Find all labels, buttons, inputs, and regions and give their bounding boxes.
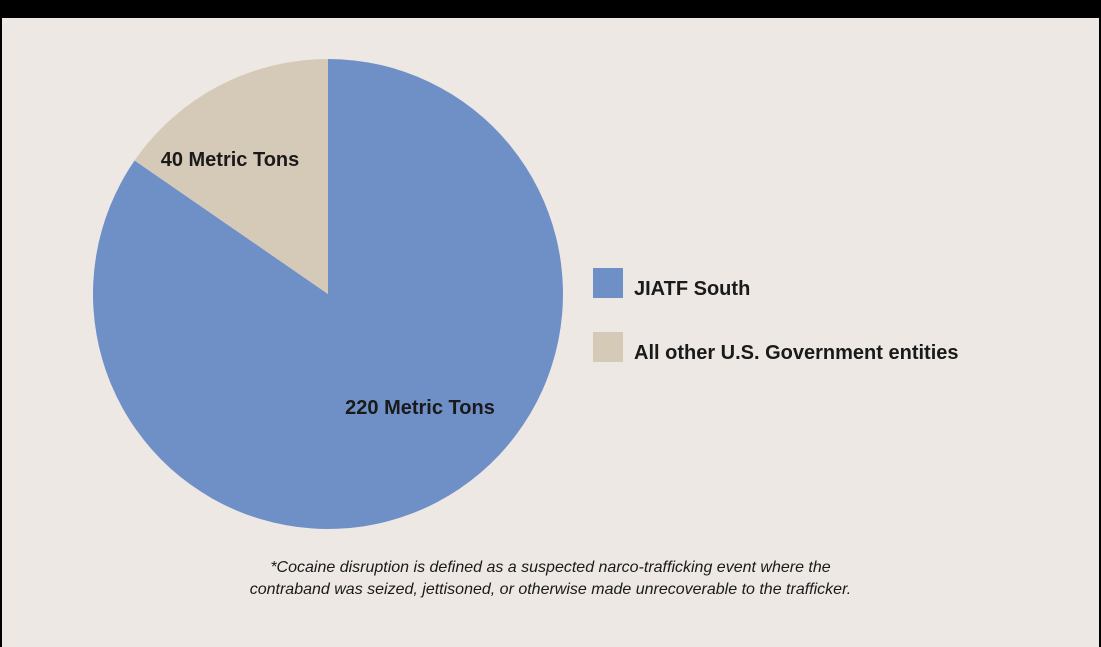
footnote: *Cocaine disruption is defined as a susp… bbox=[0, 557, 1101, 601]
pie-slice-jiatf-south bbox=[92, 59, 563, 529]
footnote-line-2: contraband was seized, jettisoned, or ot… bbox=[249, 581, 852, 598]
legend-label-other-gov: All other U.S. Government entities bbox=[634, 342, 959, 364]
legend-swatch-other-gov bbox=[593, 332, 623, 362]
slice-label-all-other-u-s-government-entities: 40 Metric Tons bbox=[161, 149, 300, 171]
legend-label-jiatf-south: JIATF South bbox=[634, 278, 751, 300]
legend-swatch-jiatf-south bbox=[593, 268, 623, 298]
footnote-line-1: *Cocaine disruption is defined as a susp… bbox=[270, 559, 831, 576]
slice-label-jiatf-south: 220 Metric Tons bbox=[345, 397, 495, 419]
pie-slice-all-other-u-s-government-entities bbox=[134, 59, 328, 294]
